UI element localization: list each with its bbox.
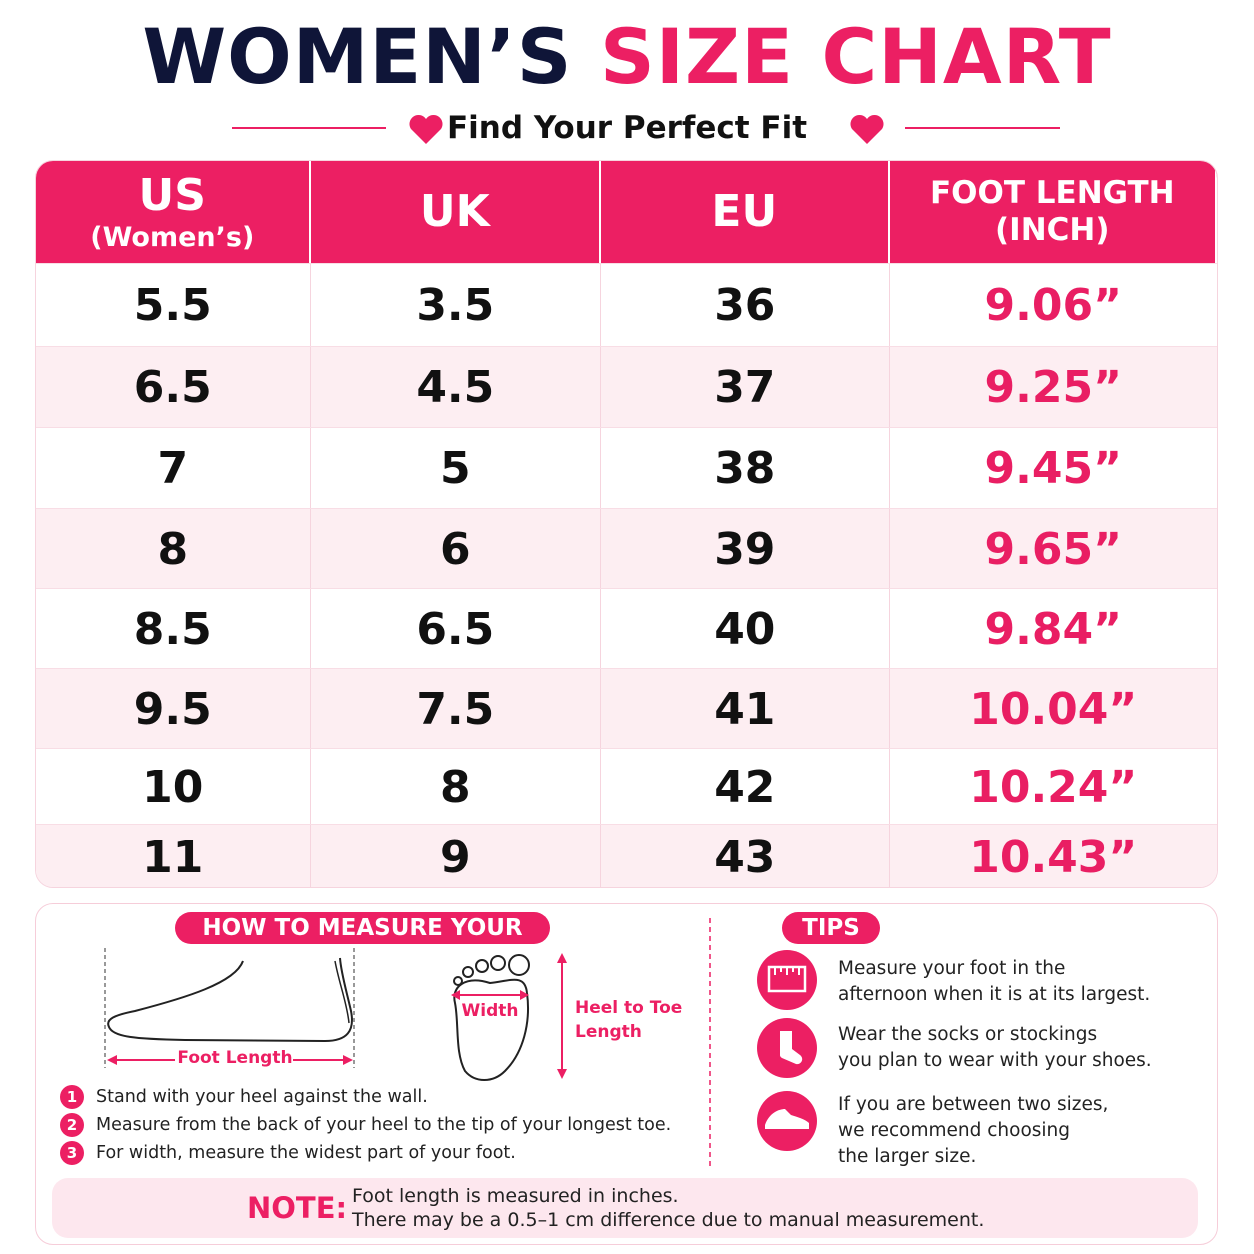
note-line: Foot length is measured in inches. xyxy=(352,1185,679,1207)
header-cell: EU xyxy=(601,161,890,263)
table-cell: 3.5 xyxy=(311,264,602,347)
tip: Measure your foot in the afternoon when i… xyxy=(838,956,1150,1008)
table-row: 6.5 4.5 37 9.25” xyxy=(36,346,1217,428)
header-text: UK xyxy=(419,186,490,237)
step: 2 Measure from the back of your heel to t… xyxy=(60,1111,671,1139)
subtitle-decor xyxy=(232,114,1060,144)
tip: Wear the socks or stockings you plan to w… xyxy=(838,1022,1152,1074)
table-cell: 9.5 xyxy=(36,669,311,749)
width-label: Width xyxy=(461,1001,519,1021)
table-cell: 7 xyxy=(36,428,311,509)
steps: 1 Stand with your heel against the wall. 2… xyxy=(60,1083,671,1167)
table-row: 8 6 39 9.65” xyxy=(36,508,1217,589)
illustrations xyxy=(104,918,817,1220)
table-cell: 9.84” xyxy=(984,603,1123,655)
step-number: 3 xyxy=(60,1141,84,1165)
table-cell: 9 xyxy=(311,825,602,887)
table-cell: 5.5 xyxy=(36,264,311,347)
table-cell: 41 xyxy=(601,669,890,749)
table-cell: 8 xyxy=(36,509,311,589)
table-cell: 39 xyxy=(601,509,890,589)
heel-to-toe-line: Heel to Toe xyxy=(575,998,683,1018)
table-cell: 37 xyxy=(601,347,890,428)
table-cell: 9.45” xyxy=(984,443,1123,494)
table-row: 7 5 38 9.45” xyxy=(36,427,1217,509)
table-row: 10 8 42 10.24” xyxy=(36,748,1217,825)
table-cell: 10.04” xyxy=(969,683,1138,735)
tip-line: you plan to wear with your shoes. xyxy=(838,1050,1152,1071)
table-cell: 7.5 xyxy=(311,669,602,749)
table-cell: 6.5 xyxy=(311,589,602,669)
header-text: (Women’s) xyxy=(90,221,255,253)
table-cell: 8.5 xyxy=(36,589,311,669)
table-cell: 38 xyxy=(601,428,890,509)
table-row: 8.5 6.5 40 9.84” xyxy=(36,588,1217,669)
table-cell: 43 xyxy=(601,825,890,887)
step-number: 1 xyxy=(60,1085,84,1109)
table-cell: 42 xyxy=(601,749,890,825)
table-row: 9.5 7.5 41 10.04” xyxy=(36,668,1217,749)
title-dark: WOMEN’S xyxy=(142,12,573,101)
info-panel xyxy=(35,903,1218,1245)
foot-length-label: Foot Length xyxy=(177,1048,293,1068)
subtitle: Find Your Perfect Fit xyxy=(446,110,808,146)
header-row: US (Women’s) UK EU FOOT LENGTH (INCH) xyxy=(36,161,1217,263)
step-text: For width, measure the widest part of yo… xyxy=(96,1143,516,1163)
header-text: (INCH) xyxy=(995,212,1110,248)
table-cell: 36 xyxy=(601,264,890,347)
header-cell: UK xyxy=(311,161,602,263)
table-cell: 9.65” xyxy=(984,523,1123,575)
table-cell: 10 xyxy=(36,749,311,825)
tip-line: If you are between two sizes, xyxy=(838,1094,1109,1115)
title-pink: SIZE CHART xyxy=(600,12,1112,101)
table-cell: 6 xyxy=(311,509,602,589)
table-cell: 9.06” xyxy=(984,280,1123,331)
table-cell: 10.24” xyxy=(969,761,1138,813)
header-text: EU xyxy=(711,186,778,237)
step: 1 Stand with your heel against the wall. xyxy=(60,1083,671,1111)
tip-line: Measure your foot in the xyxy=(838,958,1066,979)
note-box: NOTE: Foot length is measured in inches.… xyxy=(52,1178,1198,1238)
step-text: Measure from the back of your heel to th… xyxy=(96,1115,672,1135)
header-cell: US (Women’s) xyxy=(36,161,311,263)
step-text: Stand with your heel against the wall. xyxy=(96,1087,428,1107)
tip-line: afternoon when it is at its largest. xyxy=(838,984,1151,1005)
title: WOMEN’S SIZE CHART xyxy=(0,12,1254,101)
header-cell: FOOT LENGTH (INCH) xyxy=(890,161,1217,263)
tip: If you are between two sizes, we recommen… xyxy=(838,1092,1108,1170)
note-text: Foot length is measured in inches. There… xyxy=(352,1184,984,1232)
table-row: 11 9 43 10.43” xyxy=(36,824,1217,887)
tip-line: Wear the socks or stockings xyxy=(838,1024,1098,1045)
header-text: FOOT LENGTH xyxy=(929,175,1175,211)
note-line: There may be a 0.5–1 cm difference due t… xyxy=(352,1209,985,1231)
size-table: US (Women’s) UK EU FOOT LENGTH (INCH) 5.5 3.5 36… xyxy=(35,160,1218,888)
header-text: US xyxy=(138,169,206,221)
table-cell: 40 xyxy=(601,589,890,669)
note-label: NOTE: xyxy=(247,1191,348,1225)
tip-line: we recommend choosing xyxy=(838,1120,1071,1141)
measure-title: HOW TO MEASURE YOUR FOOT xyxy=(175,912,550,973)
heel-to-toe-label: Heel to Toe Length xyxy=(575,996,682,1044)
table-cell: 5 xyxy=(311,428,602,509)
table-cell: 11 xyxy=(36,825,311,887)
table-row: 5.5 3.5 36 9.06” xyxy=(36,263,1217,347)
table-cell: 8 xyxy=(311,749,602,825)
heel-to-toe-line: Length xyxy=(575,1022,642,1042)
tips-title: TIPS xyxy=(782,912,880,944)
table-cell: 4.5 xyxy=(311,347,602,428)
table-cell: 6.5 xyxy=(36,347,311,428)
step: 3 For width, measure the widest part of y… xyxy=(60,1139,671,1167)
step-number: 2 xyxy=(60,1113,84,1137)
table-cell: 9.25” xyxy=(984,362,1123,413)
tip-line: the larger size. xyxy=(838,1146,977,1167)
table-cell: 10.43” xyxy=(969,832,1138,883)
